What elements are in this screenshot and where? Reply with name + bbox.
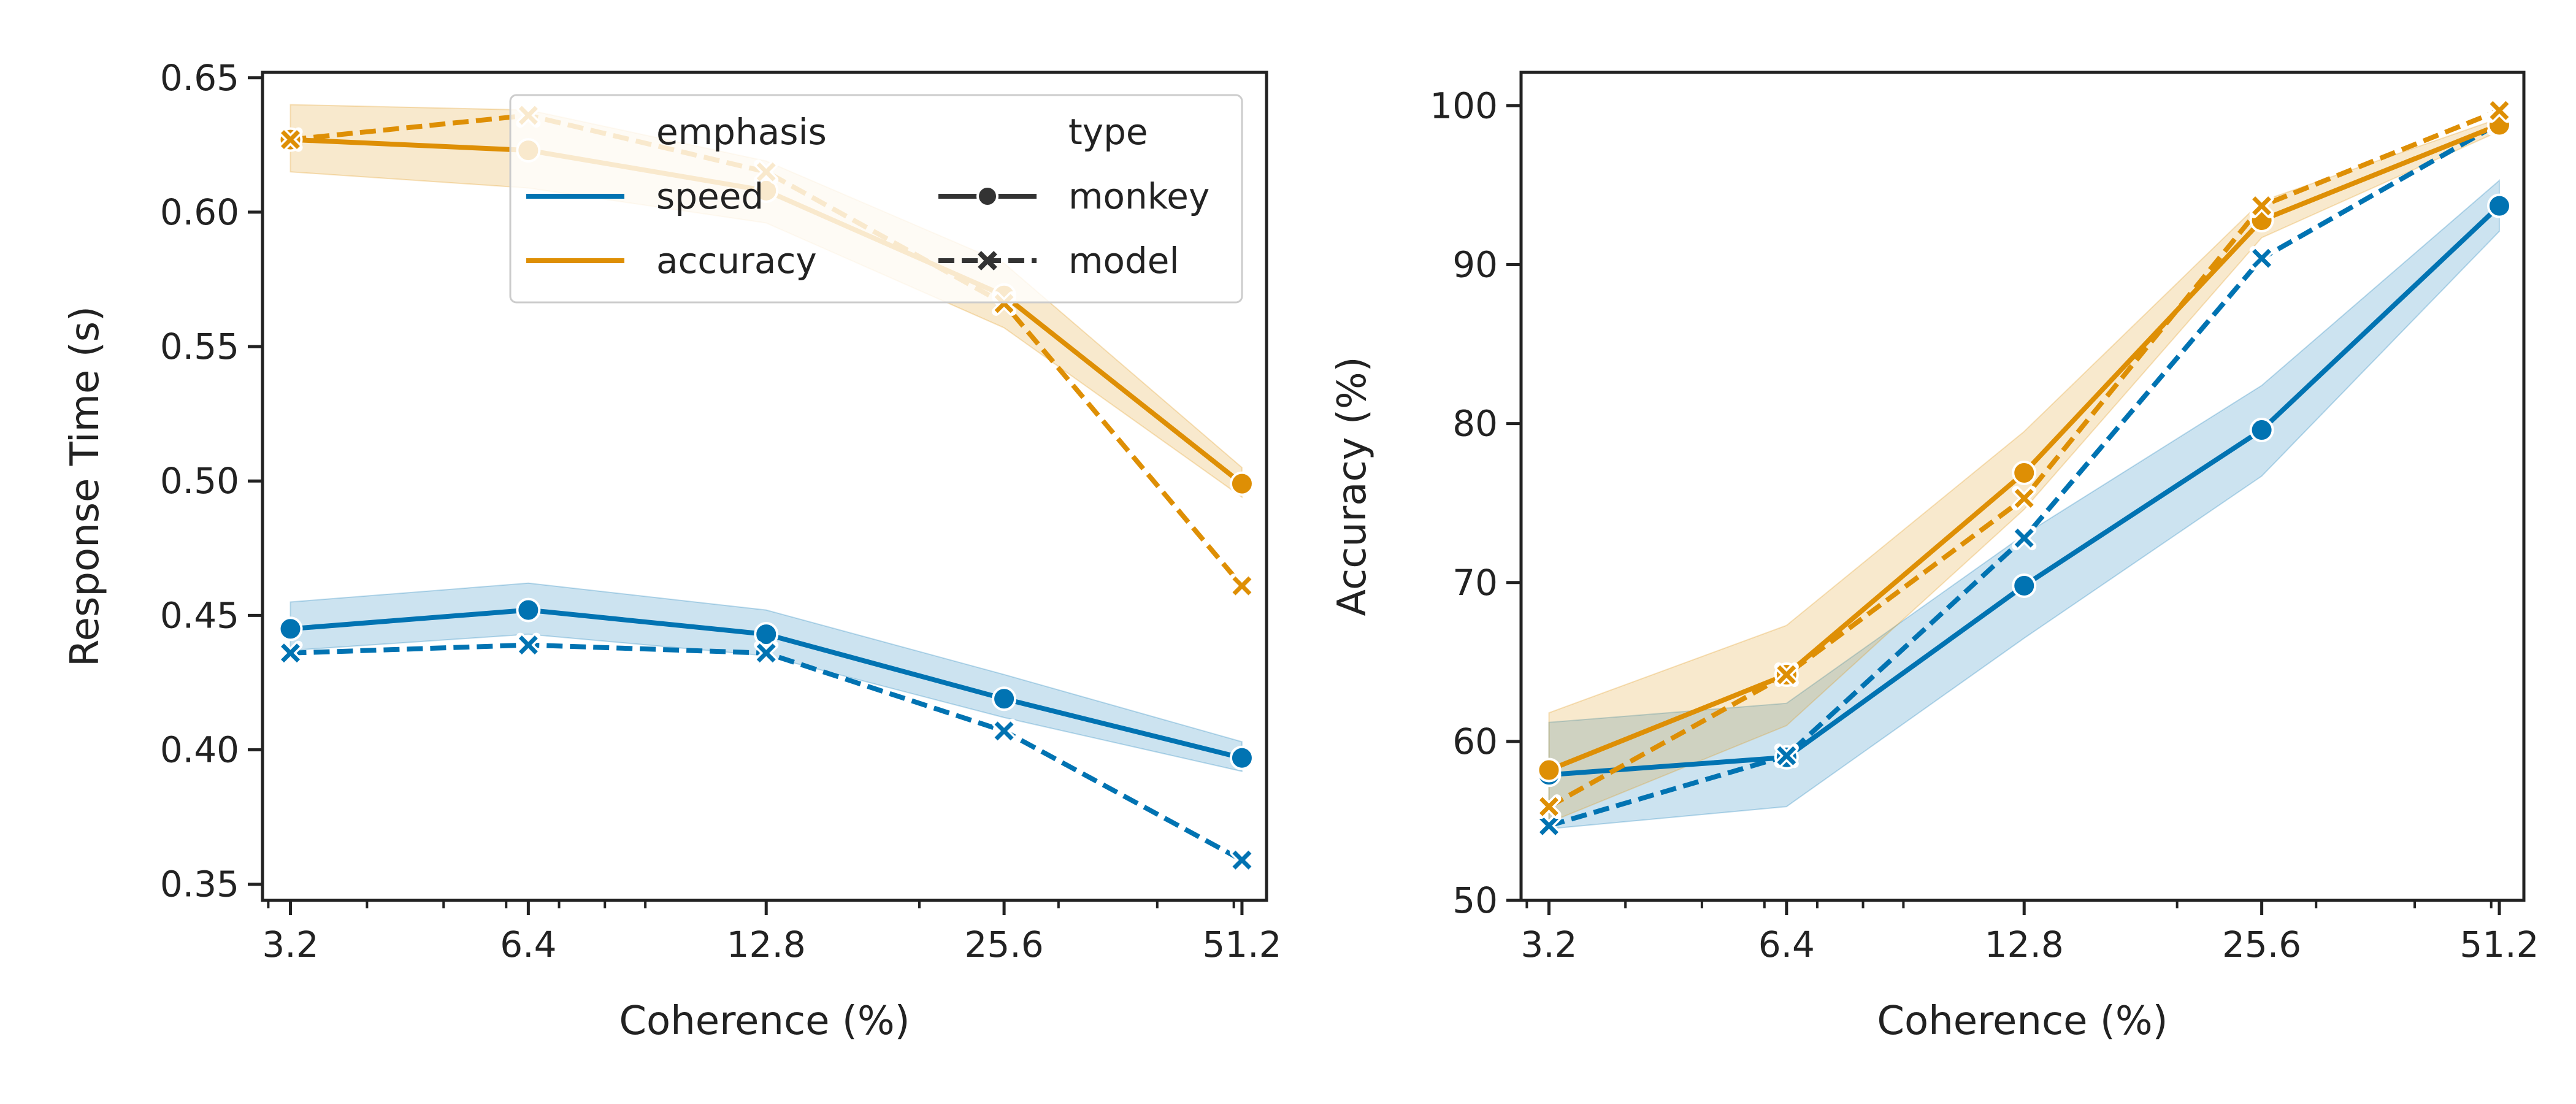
- legend-title-emphasis: emphasis: [656, 111, 827, 153]
- y-tick-label-80: 80: [1452, 403, 1498, 445]
- x-tick-label-3-2: 3.2: [262, 924, 318, 965]
- ci-band-speed-monkey: [289, 582, 1243, 772]
- x-tick-label-6-4: 6.4: [500, 924, 556, 965]
- point-speed-model-51-2: [1229, 848, 1254, 873]
- point-speed-model-25-6: [2249, 246, 2274, 271]
- x-tick-label-51-2: 51.2: [1202, 924, 1281, 965]
- point-accuracy-monkey-51-2: [1229, 471, 1254, 496]
- point-accuracy-model-12-8: [2012, 486, 2037, 511]
- point-accuracy-model-51-2: [2486, 98, 2512, 123]
- point-speed-monkey-12-8: [2012, 573, 2037, 598]
- x-tick-label-51-2: 51.2: [2459, 924, 2539, 965]
- y-tick-label-100: 100: [1430, 85, 1498, 126]
- x-tick-label-12-8: 12.8: [727, 924, 806, 965]
- series-line-speed-model: [290, 642, 1243, 862]
- x-tick-label-12-8: 12.8: [1985, 924, 2064, 965]
- legend-marker-monkey: [976, 185, 999, 207]
- legend-label-speed: speed: [656, 175, 764, 217]
- y-axis-label: Accuracy (%): [1330, 356, 1375, 616]
- point-accuracy-monkey-12-8: [2012, 460, 2037, 485]
- point-speed-model-3-2: [278, 640, 303, 665]
- point-speed-model-12-8: [2012, 526, 2037, 551]
- point-speed-monkey-25-6: [2249, 418, 2274, 443]
- legend: emphasis type speed accuracy monkey mode…: [509, 94, 1243, 304]
- point-speed-model-3-2: [1536, 813, 1562, 838]
- legend-label-model: model: [1068, 240, 1179, 282]
- point-accuracy-model-25-6: [2249, 193, 2274, 218]
- point-accuracy-monkey-3-2: [1536, 757, 1562, 783]
- y-tick-label-0-50: 0.50: [160, 460, 239, 502]
- point-speed-model-12-8: [754, 640, 779, 665]
- x-tick-label-6-4: 6.4: [1758, 924, 1815, 965]
- point-accuracy-model-6-4: [1774, 662, 1799, 688]
- x-tick-label-25-6: 25.6: [2222, 924, 2301, 965]
- point-speed-monkey-51-2: [1229, 745, 1254, 770]
- y-tick-label-0-55: 0.55: [160, 326, 239, 367]
- point-accuracy-model-3-2: [278, 127, 303, 152]
- accuracy-panel: 50 60 70 80 90 100 3.2 6.4 12.8 25.6 51.2 Coherence…: [1330, 71, 2539, 1044]
- point-speed-model-6-4: [516, 632, 541, 657]
- y-tick-label-70: 70: [1452, 562, 1498, 604]
- axes-frame: [1519, 71, 2526, 902]
- y-tick-label-90: 90: [1452, 244, 1498, 286]
- legend-label-accuracy: accuracy: [656, 240, 817, 282]
- point-speed-monkey-51-2: [2486, 193, 2512, 218]
- point-speed-model-25-6: [992, 718, 1017, 743]
- y-tick-label-0-45: 0.45: [160, 594, 239, 636]
- point-speed-monkey-25-6: [992, 686, 1017, 711]
- legend-label-monkey: monkey: [1068, 175, 1209, 217]
- point-accuracy-model-51-2: [1229, 573, 1254, 599]
- y-tick-label-0-35: 0.35: [160, 864, 239, 905]
- y-tick-label-50: 50: [1452, 880, 1498, 921]
- x-tick-label-25-6: 25.6: [965, 924, 1044, 965]
- y-tick-label-0-40: 0.40: [160, 729, 239, 771]
- point-speed-model-6-4: [1774, 743, 1799, 769]
- point-speed-monkey-6-4: [516, 597, 541, 623]
- y-tick-label-0-60: 0.60: [160, 191, 239, 233]
- point-speed-monkey-12-8: [754, 622, 779, 647]
- y-tick-label-60: 60: [1452, 721, 1498, 762]
- legend-box: [509, 94, 1243, 304]
- x-axis-label: Coherence (%): [619, 999, 910, 1044]
- x-axis-label: Coherence (%): [1877, 999, 2168, 1044]
- axes-frame: [261, 71, 1268, 902]
- point-speed-monkey-3-2: [278, 616, 303, 642]
- y-tick-label-0-65: 0.65: [160, 57, 239, 99]
- x-tick-label-3-2: 3.2: [1520, 924, 1577, 965]
- ci-band-speed-monkey: [1548, 179, 2500, 830]
- point-accuracy-model-3-2: [1536, 794, 1562, 819]
- legend-marker-model: [978, 251, 997, 270]
- y-axis-label: Response Time (s): [63, 306, 108, 667]
- legend-title-type: type: [1068, 111, 1148, 153]
